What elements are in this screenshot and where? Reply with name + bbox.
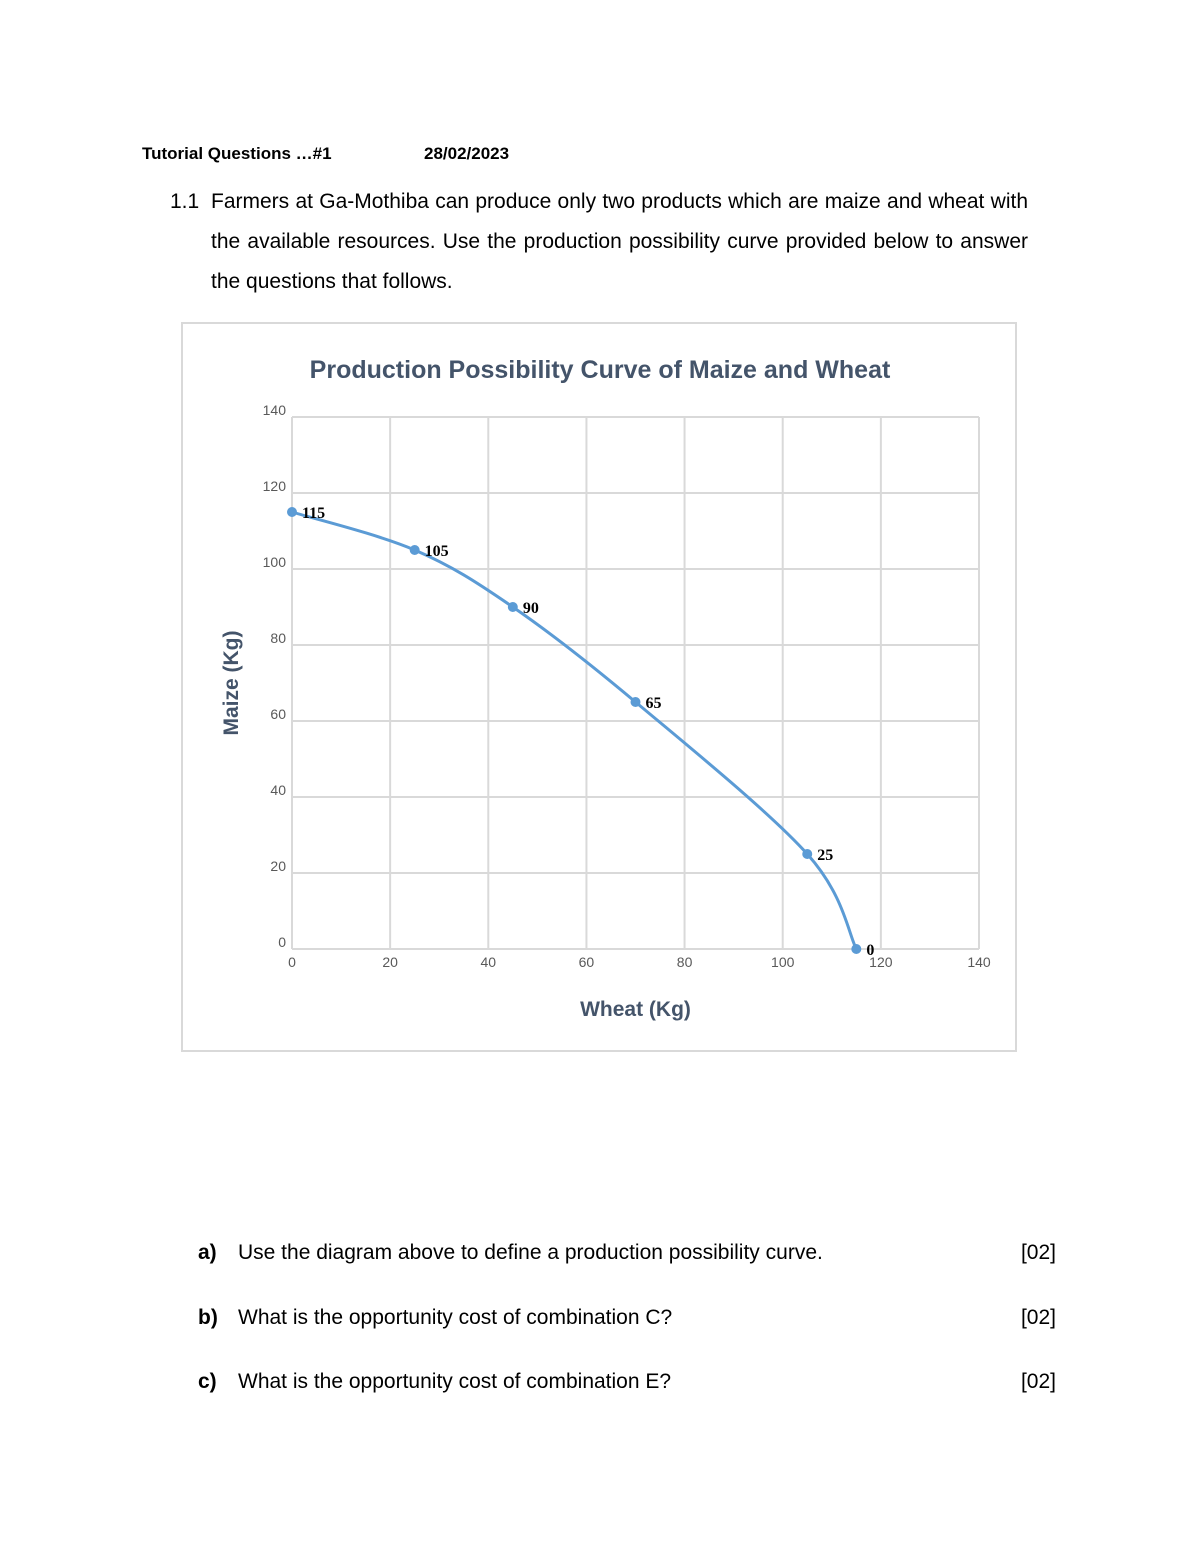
sub-question-a: a) Use the diagram above to define a pro… [198, 1241, 1058, 1271]
sub-question-marks: [02] [1020, 1370, 1056, 1393]
x-axis-label: Wheat (Kg) [580, 998, 691, 1021]
y-tick-label: 120 [263, 478, 287, 494]
x-tick-label: 100 [771, 954, 795, 970]
sub-question-letter: c) [198, 1370, 217, 1393]
x-tick-label: 20 [382, 954, 398, 970]
tutorial-title: Tutorial Questions …#1 [142, 144, 332, 163]
data-point [507, 602, 518, 612]
data-label: 105 [425, 543, 449, 560]
x-tick-label: 120 [869, 954, 893, 970]
sub-question-marks: [02] [1020, 1241, 1056, 1264]
data-label: 90 [523, 600, 539, 617]
data-point [851, 944, 862, 954]
y-tick-label: 100 [263, 554, 287, 570]
x-tick-label: 40 [480, 954, 496, 970]
sub-question-c: c) What is the opportunity cost of combi… [198, 1370, 1058, 1400]
sub-question-text: What is the opportunity cost of combinat… [238, 1370, 672, 1393]
y-tick-label: 80 [270, 630, 286, 646]
data-label: 115 [302, 505, 325, 522]
ppc-chart: 0 20 40 60 80 100 120 140 0 20 40 60 80 100 120 140 Prod… [181, 322, 1017, 1052]
x-tick-label: 60 [579, 954, 595, 970]
x-tick-label: 80 [677, 954, 693, 970]
y-tick-label: 140 [263, 402, 287, 418]
data-point [409, 545, 420, 555]
sub-question-text: Use the diagram above to define a produc… [238, 1241, 823, 1264]
question-text: Farmers at Ga-Mothiba can produce only t… [211, 190, 1028, 293]
question-number: 1.1 [170, 190, 200, 213]
data-point [287, 507, 297, 517]
data-label: 25 [817, 847, 833, 864]
y-tick-label: 0 [278, 934, 286, 950]
sub-question-text: What is the opportunity cost of combinat… [238, 1306, 673, 1329]
ppc-curve [291, 510, 858, 950]
tutorial-date: 28/02/2023 [424, 144, 510, 163]
y-tick-label: 20 [270, 858, 286, 874]
document-header: Tutorial Questions …#1 28/02/2023 [142, 144, 509, 164]
x-tick-label: 140 [967, 954, 991, 970]
y-tick-label: 40 [270, 782, 286, 798]
sub-question-letter: a) [198, 1241, 217, 1264]
y-axis-label: Maize (Kg) [220, 631, 243, 736]
chart-title: Production Possibility Curve of Maize an… [310, 356, 891, 384]
sub-question-marks: [02] [1020, 1306, 1056, 1329]
sub-question-letter: b) [198, 1306, 218, 1329]
data-point [802, 849, 813, 859]
data-label: 0 [866, 942, 874, 959]
sub-question-b: b) What is the opportunity cost of combi… [198, 1306, 1058, 1336]
question-1-1: 1.1 Farmers at Ga-Mothiba can produce on… [170, 182, 1028, 302]
y-tick-label: 60 [270, 706, 286, 722]
chart-svg: 0 20 40 60 80 100 120 140 0 20 40 60 80 100 120 140 Prod… [220, 356, 991, 1021]
data-label: 65 [646, 695, 662, 712]
data-point [630, 697, 641, 707]
x-tick-label: 0 [288, 954, 296, 970]
